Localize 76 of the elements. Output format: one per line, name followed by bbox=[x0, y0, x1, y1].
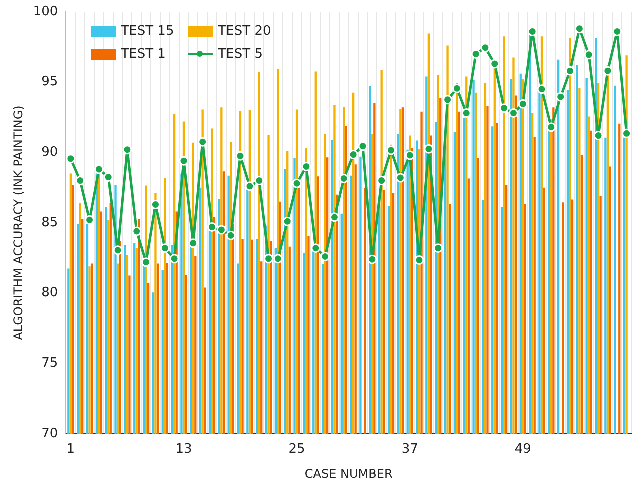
point bbox=[556, 92, 566, 102]
y-tick-label: 75 bbox=[42, 356, 58, 372]
point bbox=[282, 216, 292, 226]
point bbox=[490, 59, 500, 69]
point bbox=[292, 178, 302, 188]
point bbox=[66, 154, 76, 164]
point bbox=[254, 176, 264, 186]
point bbox=[434, 244, 444, 254]
point bbox=[452, 84, 462, 94]
point bbox=[85, 215, 95, 225]
point bbox=[150, 200, 160, 210]
point bbox=[358, 142, 368, 152]
point bbox=[537, 84, 547, 94]
x-tick-label: 13 bbox=[176, 442, 192, 458]
legend-label: TEST 20 bbox=[218, 24, 272, 39]
point bbox=[188, 238, 198, 248]
y-tick-label: 70 bbox=[42, 426, 58, 442]
point bbox=[236, 151, 246, 161]
point bbox=[311, 244, 321, 254]
x-tick-label: 37 bbox=[402, 442, 418, 458]
point bbox=[443, 95, 453, 105]
point bbox=[622, 128, 632, 138]
point bbox=[113, 246, 123, 256]
point bbox=[179, 156, 189, 166]
point bbox=[396, 173, 406, 183]
point bbox=[273, 254, 283, 264]
point bbox=[160, 244, 170, 254]
legend-label: TEST 15 bbox=[121, 24, 174, 39]
y-tick-label: 95 bbox=[42, 74, 58, 90]
point bbox=[76, 176, 86, 186]
y-tick-label: 100 bbox=[33, 4, 58, 20]
y-tick-label: 80 bbox=[42, 286, 58, 301]
point bbox=[414, 256, 424, 266]
point bbox=[508, 108, 518, 118]
point bbox=[368, 254, 378, 264]
point bbox=[330, 212, 340, 222]
point bbox=[386, 146, 396, 156]
point bbox=[584, 50, 594, 60]
point bbox=[348, 150, 358, 160]
x-axis-title: CASE NUMBER bbox=[304, 466, 393, 481]
point bbox=[142, 258, 152, 268]
point bbox=[603, 66, 613, 76]
x-tick-label: 49 bbox=[514, 442, 532, 458]
point bbox=[500, 104, 510, 114]
legend-label: TEST 5 bbox=[218, 47, 263, 62]
point bbox=[405, 150, 415, 160]
point bbox=[198, 137, 208, 147]
point bbox=[122, 145, 132, 155]
point bbox=[207, 222, 217, 232]
point bbox=[471, 49, 481, 59]
point bbox=[594, 131, 604, 141]
point bbox=[462, 108, 472, 118]
point bbox=[339, 174, 349, 184]
y-tick-label: 85 bbox=[42, 215, 58, 230]
point bbox=[574, 24, 584, 34]
point bbox=[226, 230, 236, 240]
point bbox=[132, 226, 142, 236]
point bbox=[104, 172, 114, 182]
point bbox=[320, 252, 330, 262]
point bbox=[566, 66, 576, 76]
point bbox=[245, 182, 255, 192]
point bbox=[546, 122, 556, 132]
y-axis-title: ALGORITHM ACCURACY (INK PAINTING) bbox=[11, 106, 26, 340]
point bbox=[424, 144, 434, 154]
point bbox=[518, 99, 528, 109]
point bbox=[94, 164, 104, 174]
x-tick-label: 1 bbox=[66, 442, 76, 458]
y-tick-label: 90 bbox=[42, 145, 58, 160]
point bbox=[480, 43, 490, 53]
point bbox=[264, 254, 274, 264]
point bbox=[216, 225, 226, 235]
point bbox=[302, 162, 312, 172]
point bbox=[377, 176, 387, 186]
x-tick-label: 25 bbox=[288, 442, 306, 458]
point bbox=[170, 254, 180, 264]
legend-label: TEST 1 bbox=[121, 47, 166, 62]
